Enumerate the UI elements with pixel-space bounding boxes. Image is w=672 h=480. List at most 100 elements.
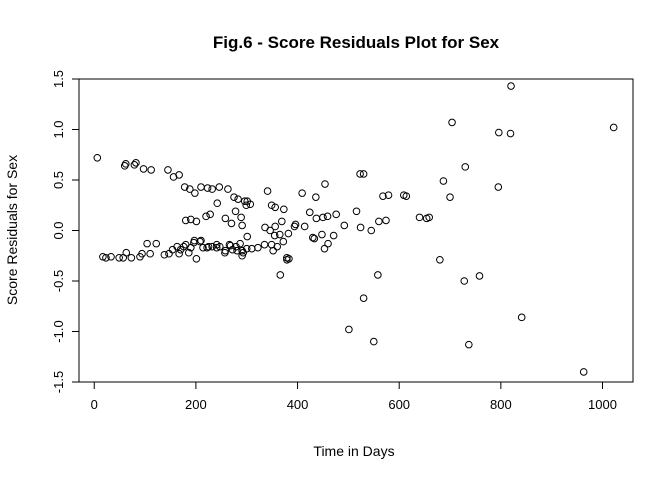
data-point <box>277 217 286 226</box>
data-point <box>465 340 473 349</box>
data-point <box>107 252 115 261</box>
x-tick-label: 400 <box>287 397 309 412</box>
data-point <box>310 234 319 243</box>
data-point <box>202 212 210 221</box>
data-point <box>237 213 245 222</box>
data-point <box>227 219 236 228</box>
data-point <box>139 165 148 173</box>
data-point <box>175 171 183 179</box>
data-point <box>181 216 190 225</box>
data-point <box>184 248 193 257</box>
x-tick-label: 800 <box>490 397 512 412</box>
data-point <box>165 249 173 258</box>
data-point <box>340 221 349 230</box>
data-point <box>329 231 338 240</box>
data-point <box>186 185 194 193</box>
x-axis: 0 200 400 600 800 1000 <box>91 382 617 412</box>
data-point <box>359 294 368 302</box>
data-point <box>312 193 320 201</box>
data-point <box>160 250 169 259</box>
data-point <box>506 129 515 138</box>
data-point <box>367 226 376 235</box>
x-tick-label: 600 <box>388 397 410 412</box>
data-point <box>197 183 205 191</box>
data-point <box>436 255 444 264</box>
data-point <box>352 207 361 216</box>
data-point <box>238 246 246 255</box>
data-point <box>290 222 299 231</box>
data-point <box>212 240 221 249</box>
data-point <box>152 239 161 248</box>
data-point <box>238 251 246 260</box>
data-point <box>579 368 588 376</box>
data-point <box>379 192 387 200</box>
data-point <box>425 213 433 222</box>
data-point <box>179 242 188 251</box>
data-point <box>461 163 470 171</box>
data-point <box>122 248 131 257</box>
data-point <box>127 253 136 262</box>
y-tick-label: 1.0 <box>51 120 66 138</box>
data-point <box>446 193 454 201</box>
data-point <box>208 185 216 193</box>
data-point <box>234 195 242 203</box>
data-point <box>415 213 424 222</box>
data-point <box>196 237 204 246</box>
data-point <box>146 249 154 258</box>
data-point <box>224 185 232 193</box>
data-point <box>102 253 110 262</box>
data-point <box>320 244 329 253</box>
data-point <box>208 242 216 251</box>
data-point <box>321 180 329 188</box>
data-point <box>138 249 146 258</box>
x-tick-label: 0 <box>91 397 98 412</box>
data-point <box>233 246 241 255</box>
data-point <box>197 236 205 245</box>
data-point <box>206 210 214 219</box>
data-point <box>230 193 238 201</box>
plot-frame <box>78 78 634 383</box>
data-point <box>221 214 230 223</box>
y-axis: -1.5 -1.0 -0.5 0.0 0.5 1.0 1.5 <box>51 70 79 393</box>
data-point <box>130 161 139 169</box>
data-point <box>242 244 251 253</box>
data-point <box>203 243 211 252</box>
data-point <box>248 244 256 253</box>
x-axis-label: Time in Days <box>313 443 394 459</box>
data-point <box>448 118 456 127</box>
data-point <box>263 187 272 195</box>
data-point <box>243 232 252 241</box>
data-point <box>460 277 469 285</box>
data-point <box>115 253 123 262</box>
data-point <box>276 271 285 279</box>
data-point <box>507 82 515 90</box>
data-point <box>280 205 288 214</box>
data-point <box>271 203 279 212</box>
y-tick-label: -1.0 <box>51 320 66 342</box>
data-point <box>221 246 230 255</box>
data-point <box>324 239 332 248</box>
data-point <box>319 213 327 222</box>
data-point <box>384 191 393 199</box>
data-point <box>284 229 293 238</box>
data-point <box>175 249 183 258</box>
data-point <box>318 230 326 239</box>
data-point <box>279 237 288 246</box>
data-point <box>266 226 274 235</box>
y-axis-label: Score Residuals for Sex <box>4 155 20 305</box>
data-point <box>382 216 390 225</box>
data-point <box>273 242 282 251</box>
data-point <box>269 246 277 255</box>
data-point <box>270 231 279 240</box>
data-point <box>359 170 368 178</box>
y-tick-label: -1.5 <box>51 371 66 393</box>
y-tick-label: 0.0 <box>51 221 66 239</box>
data-point <box>308 233 317 242</box>
data-point <box>180 183 189 191</box>
data-point <box>356 223 365 232</box>
data-point <box>192 217 201 226</box>
data-point <box>475 272 484 280</box>
data-point <box>191 189 199 197</box>
data-point <box>236 239 244 248</box>
